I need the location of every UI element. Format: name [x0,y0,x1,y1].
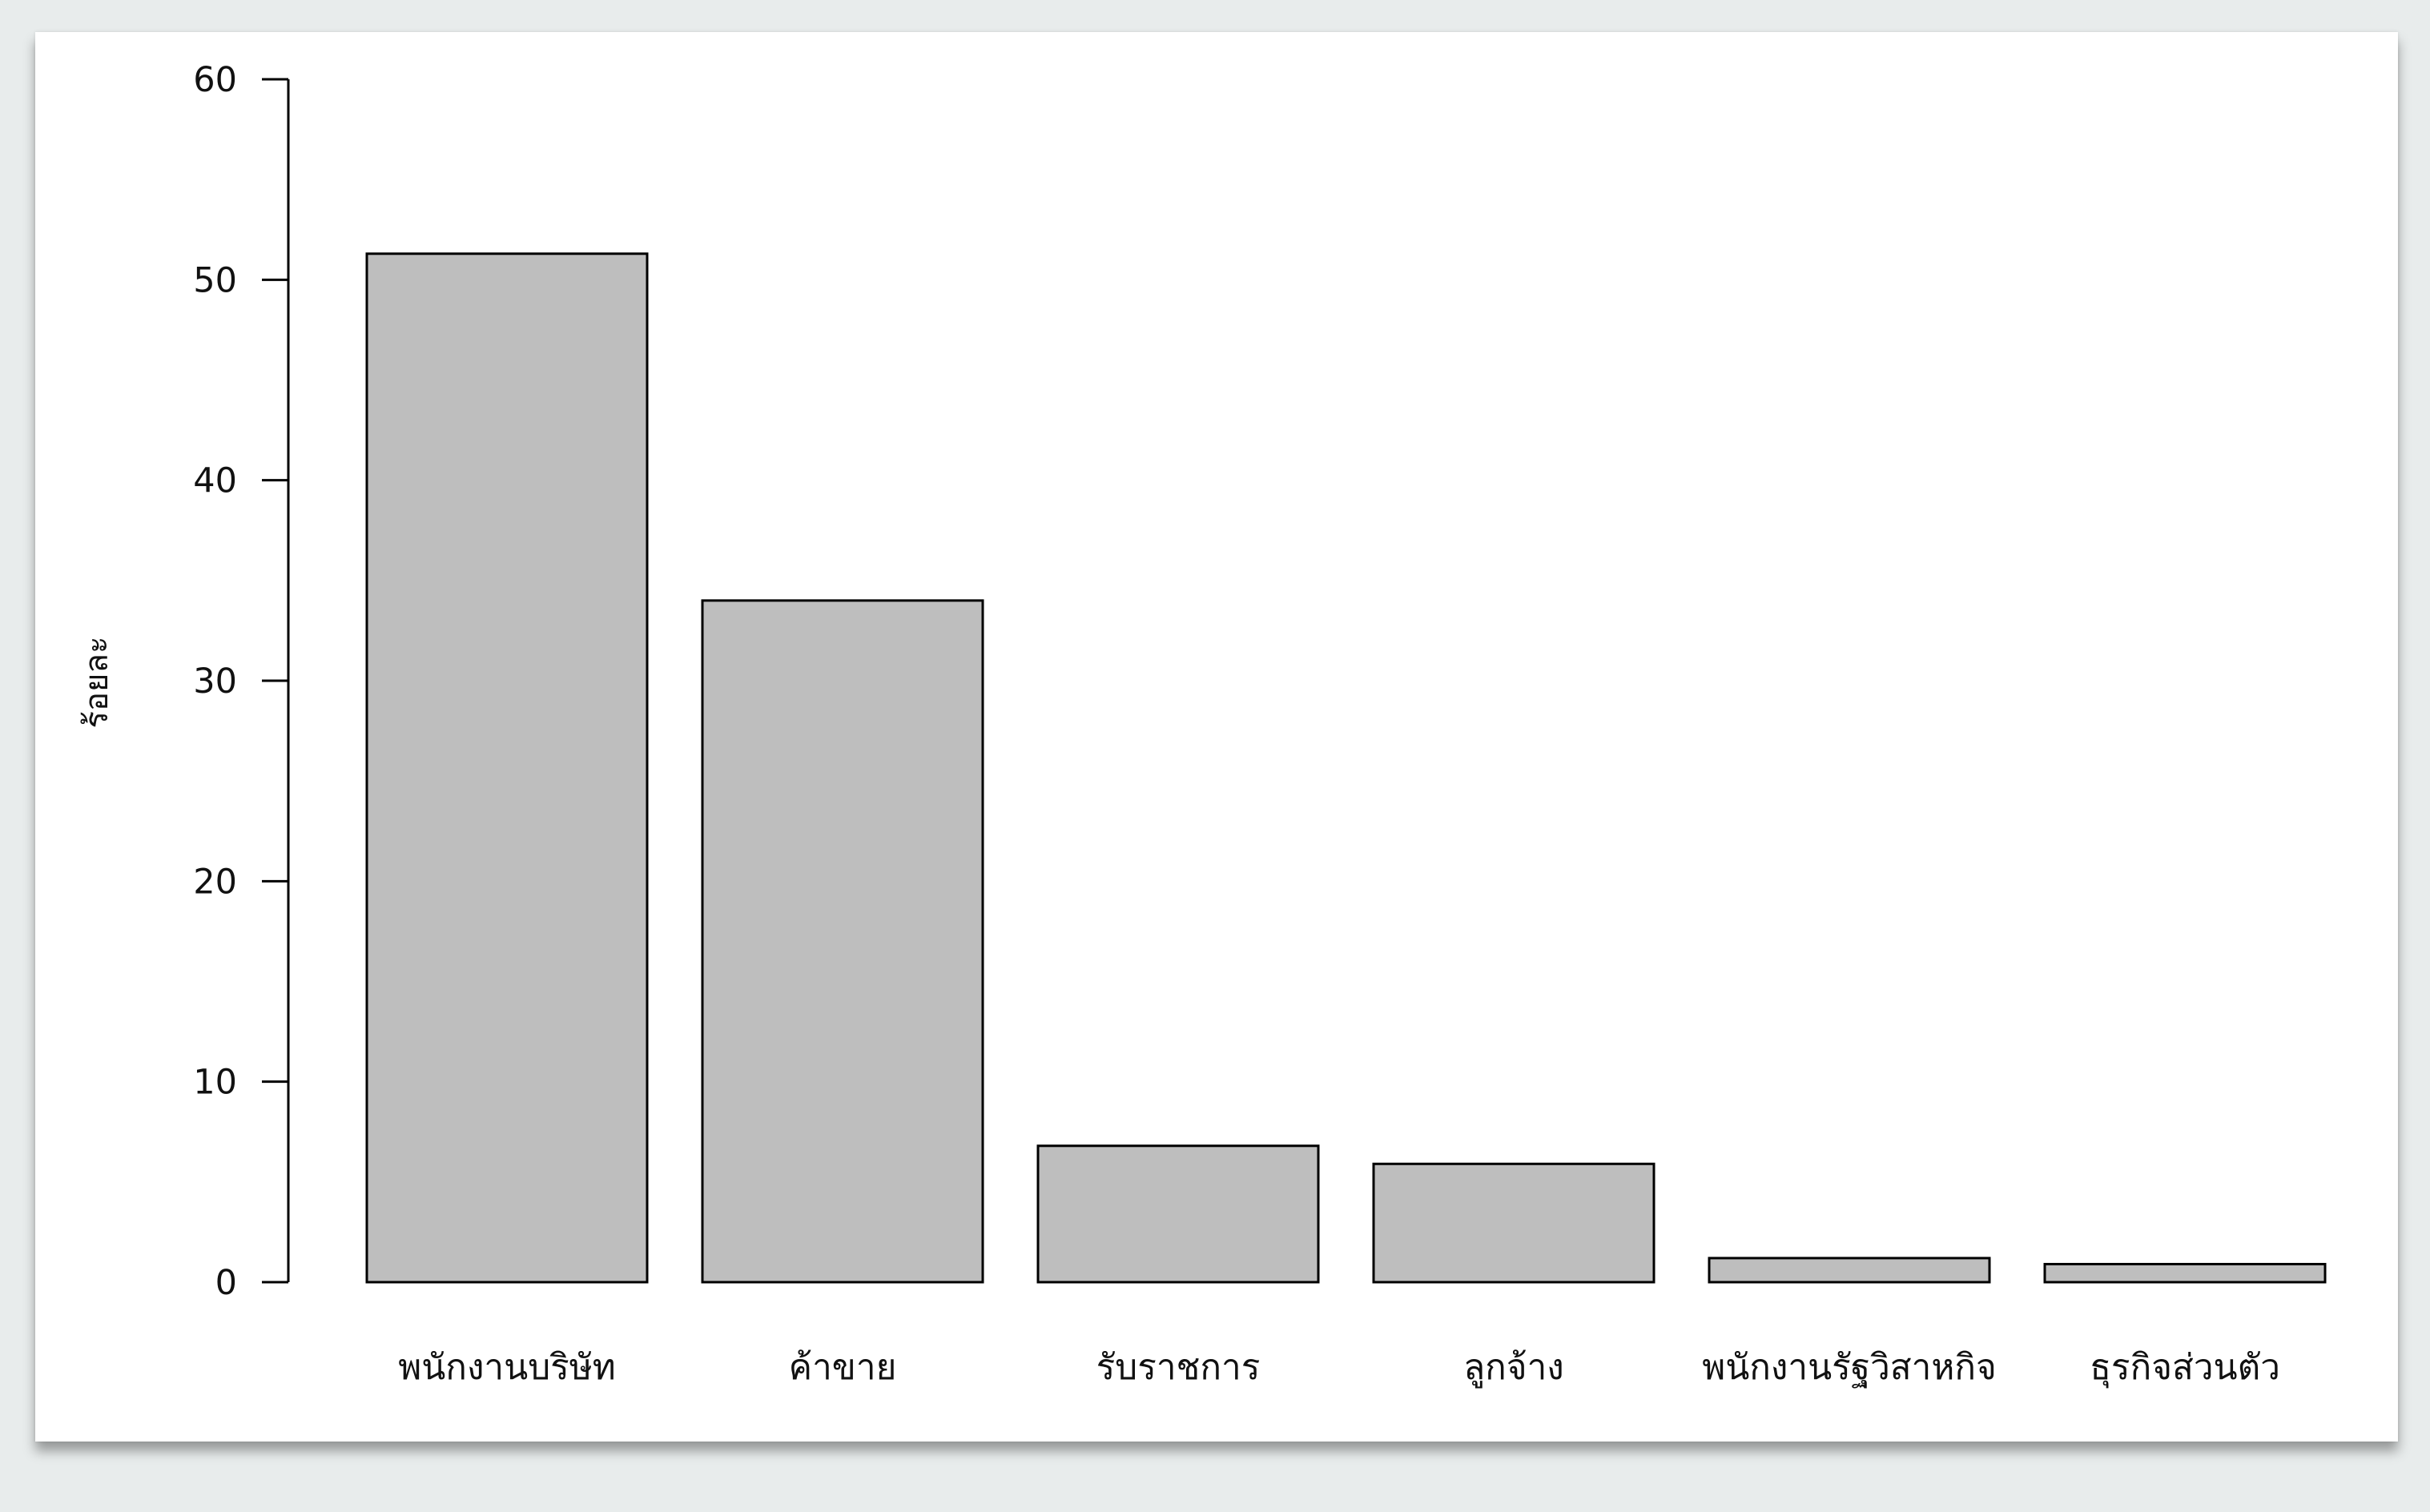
bar [2043,1262,2327,1284]
y-tick-label: 20 [193,862,237,902]
x-axis-labels: พนักงานบริษัท ค้าขาย รับราชการ ลูกจ้าง พนักง… [398,1347,2280,1389]
bars [365,252,2327,1284]
bar [701,599,984,1284]
y-axis-title: ร้อยละ [78,637,115,729]
bar [1372,1162,1656,1284]
y-tick-label: 10 [193,1063,237,1103]
x-category-label: พนักงานบริษัท [398,1347,616,1388]
bar [1036,1144,1320,1284]
x-category-label: รับราชการ [1096,1347,1261,1388]
y-tick-label: 0 [215,1263,237,1303]
bar [365,252,649,1284]
x-category-label: พนักงานรัฐวิสาหกิจ [1702,1347,1997,1388]
x-category-label: ลูกจ้าง [1463,1347,1564,1389]
y-axis: 0 10 20 30 40 50 60 [193,60,290,1303]
bar [1708,1257,1991,1284]
y-tick-label: 50 [193,260,237,300]
x-category-label: ธุรกิจส่วนตัว [2090,1347,2280,1389]
x-category-label: ค้าขาย [789,1347,897,1388]
y-tick-label: 30 [193,662,237,702]
y-tick-label: 60 [193,60,237,100]
y-tick-label: 40 [193,461,237,501]
